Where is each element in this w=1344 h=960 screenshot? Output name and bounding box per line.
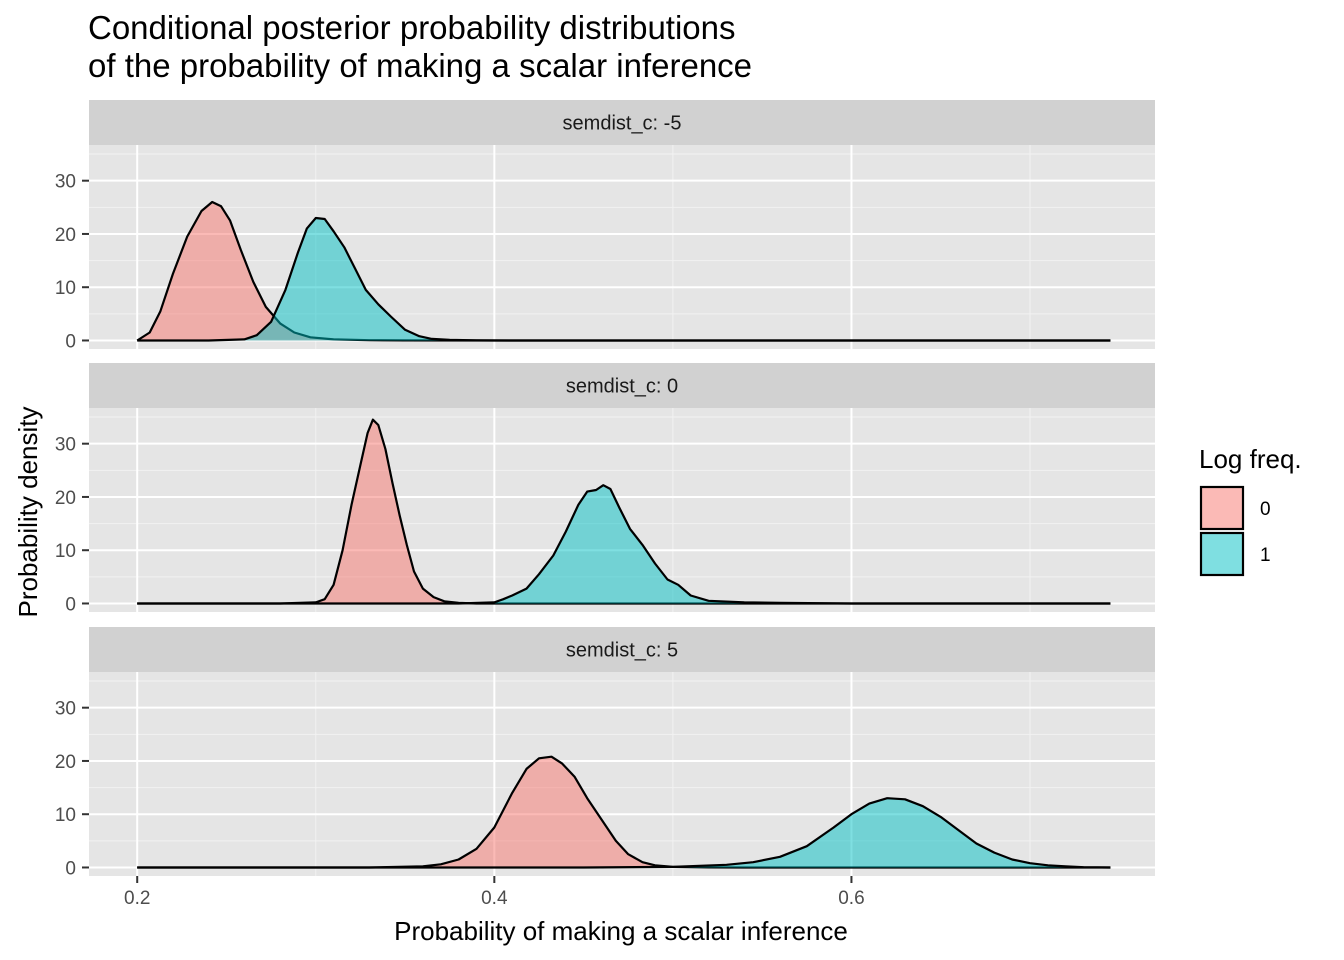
x-tick-label: 0.4 [481, 888, 508, 909]
y-tick-label: 10 [55, 541, 76, 562]
facet-strip-label: semdist_c: 5 [566, 640, 678, 662]
legend: Log freq. 0 1 [1199, 444, 1302, 577]
y-tick-label: 20 [55, 225, 76, 246]
legend-label: 0 [1260, 499, 1271, 520]
chart-title-line-1: Conditional posterior probability distri… [88, 9, 736, 46]
legend-label: 1 [1260, 545, 1271, 566]
density-line-1 [137, 484, 1111, 605]
facet-strip [89, 627, 1155, 672]
y-tick-label: 30 [55, 172, 76, 193]
legend-key-0 [1199, 485, 1245, 531]
y-tick-label: 30 [55, 699, 76, 720]
facet-strip-label: semdist_c: 0 [566, 376, 678, 398]
y-axis-title: Probability density [13, 407, 43, 618]
density-area-1 [137, 798, 1111, 868]
facet-strip [89, 363, 1155, 408]
y-tick-label: 10 [55, 805, 76, 826]
density-line-1 [137, 797, 1111, 869]
density-line-1 [137, 216, 1111, 342]
facet-strip-label: semdist_c: -5 [563, 113, 682, 135]
density-area-1 [137, 485, 1111, 604]
x-tick-label: 0.6 [838, 888, 864, 909]
density-area-0 [137, 419, 1111, 604]
panel-background [89, 672, 1155, 876]
legend-title: Log freq. [1199, 444, 1302, 474]
y-tick-label: 0 [65, 594, 76, 615]
facet-panel: semdist_c: 0 0 10 20 30 [55, 363, 1155, 615]
y-tick-label: 30 [55, 435, 76, 456]
y-tick-label: 0 [65, 331, 76, 352]
facet-panel: semdist_c: -5 0 10 20 30 [55, 100, 1155, 352]
density-area-0 [137, 202, 1111, 341]
chart-title-line-2: of the probability of making a scalar in… [88, 47, 752, 84]
x-tick-label: 0.2 [124, 888, 150, 909]
y-tick-label: 20 [55, 752, 76, 773]
legend-key-1 [1199, 531, 1245, 577]
y-tick-label: 0 [65, 858, 76, 879]
facet-panel: semdist_c: 5 0 10 20 30 [55, 627, 1155, 879]
facet-strip [89, 100, 1155, 145]
y-tick-label: 20 [55, 488, 76, 509]
x-axis-title: Probability of making a scalar inference [394, 916, 848, 946]
density-area-1 [137, 218, 1111, 341]
y-tick-label: 10 [55, 278, 76, 299]
